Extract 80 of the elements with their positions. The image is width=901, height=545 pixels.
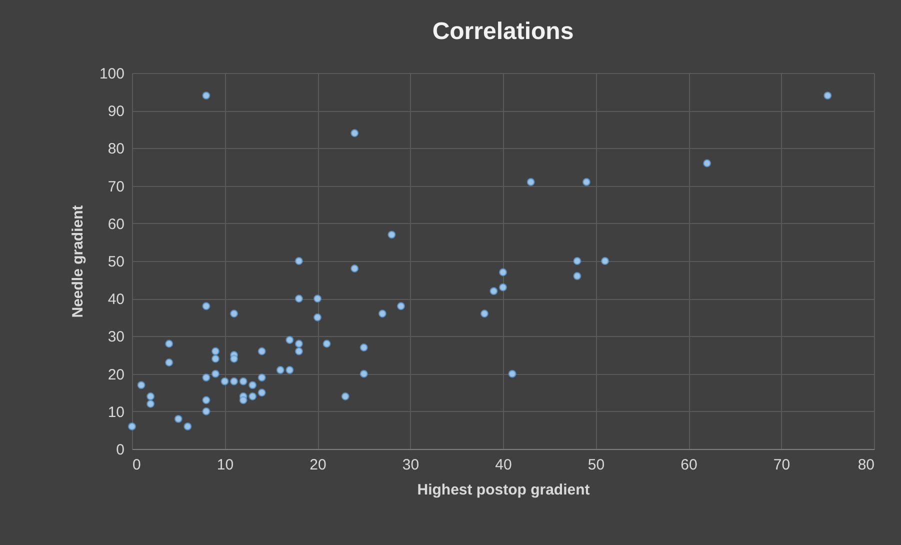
point [174, 414, 182, 424]
y-tick-label: 0 [116, 442, 124, 458]
x-tick-label: 70 [773, 456, 790, 474]
x-tick-label: 30 [402, 456, 420, 474]
point [294, 347, 304, 356]
point [350, 264, 359, 273]
x-tick-label: 10 [216, 456, 234, 474]
point [258, 347, 266, 356]
point [294, 340, 304, 348]
point [600, 256, 610, 266]
point [276, 366, 285, 374]
point [396, 302, 406, 310]
point [230, 377, 238, 386]
point [164, 340, 174, 348]
point [202, 302, 210, 310]
y-tick-label: 30 [108, 328, 124, 346]
point [220, 377, 229, 386]
point [137, 380, 146, 390]
point [202, 91, 210, 100]
point [702, 159, 712, 168]
point [294, 256, 304, 266]
y-tick-label: 80 [108, 140, 124, 158]
y-tick-label: 90 [108, 103, 124, 120]
point [313, 313, 322, 322]
point [350, 129, 359, 138]
point [526, 178, 535, 186]
point [294, 294, 304, 303]
y-tick-label: 70 [108, 178, 124, 196]
point [582, 178, 591, 186]
y-tick-label: 50 [108, 254, 124, 270]
point [202, 396, 210, 404]
point [239, 396, 248, 404]
y-tick-label: 10 [108, 404, 124, 421]
point [313, 294, 322, 303]
point [490, 286, 498, 296]
point [258, 373, 266, 382]
point [286, 336, 294, 344]
point [360, 370, 368, 378]
point [184, 422, 192, 431]
x-tick-label: 40 [495, 456, 512, 474]
point [211, 354, 220, 363]
point [164, 358, 174, 367]
point [480, 310, 489, 318]
chart-title: Correlations [432, 18, 574, 45]
y-tick-label: 60 [108, 216, 124, 233]
point [322, 340, 331, 348]
point [211, 370, 220, 378]
point [360, 343, 368, 352]
point [202, 407, 210, 416]
y-tick-label: 40 [108, 291, 124, 308]
x-tick-label: 50 [588, 456, 605, 474]
point [248, 392, 257, 400]
y-tick-label: 100 [99, 66, 124, 82]
point [258, 388, 266, 397]
x-tick-label: 20 [310, 456, 326, 474]
x-axis-title: Highest postop gradient [417, 482, 590, 498]
point [388, 230, 396, 239]
point [498, 283, 508, 292]
point [230, 354, 238, 363]
point [498, 268, 508, 276]
point [202, 373, 210, 382]
x-tick-label: 80 [858, 456, 874, 474]
x-tick-label: 60 [680, 456, 698, 474]
point [341, 392, 350, 400]
point [573, 272, 582, 280]
y-axis-title: Needle gradient [69, 205, 86, 318]
point [230, 310, 238, 318]
point [248, 380, 257, 390]
point [211, 347, 220, 356]
point [573, 256, 582, 266]
y-tick-label: 20 [108, 366, 124, 384]
point [146, 392, 155, 400]
point [128, 422, 136, 431]
point [146, 400, 155, 408]
point [824, 91, 832, 100]
point [239, 377, 248, 386]
x-tick-label: 0 [132, 456, 141, 474]
point [508, 370, 516, 378]
point [378, 310, 387, 318]
point [286, 366, 294, 374]
